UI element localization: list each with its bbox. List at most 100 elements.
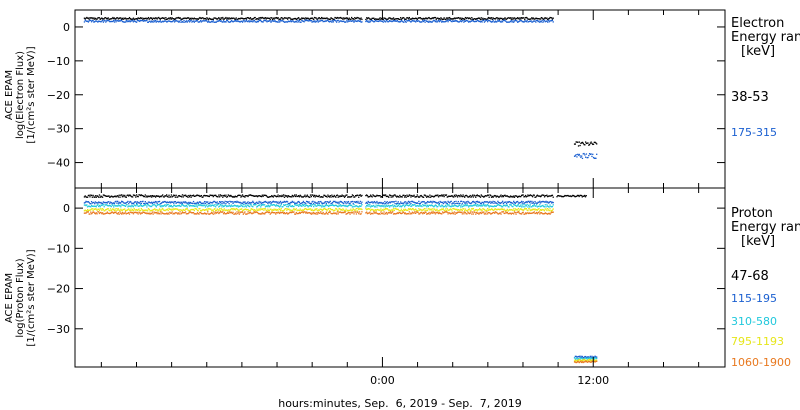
data-point — [390, 20, 392, 22]
y-tick-label: 0 — [63, 202, 70, 215]
data-point — [577, 145, 580, 147]
data-point — [123, 202, 125, 204]
data-point — [134, 211, 136, 214]
data-point — [367, 212, 369, 214]
data-point — [436, 212, 438, 214]
data-point — [524, 17, 527, 19]
data-point — [215, 201, 217, 204]
data-point — [90, 206, 92, 208]
data-point — [267, 208, 269, 210]
data-point — [403, 18, 406, 20]
data-point — [167, 204, 169, 206]
data-point — [172, 195, 174, 197]
data-point — [326, 212, 328, 215]
data-point — [339, 207, 341, 210]
data-point — [521, 202, 524, 204]
data-point — [249, 21, 251, 23]
data-point — [414, 209, 416, 211]
data-point — [139, 19, 142, 22]
data-point — [534, 18, 536, 20]
data-point — [526, 195, 528, 198]
data-point — [335, 17, 338, 20]
data-point — [173, 208, 176, 210]
data-point — [471, 205, 474, 207]
data-point — [286, 200, 288, 203]
data-point — [483, 21, 486, 23]
data-point — [439, 200, 441, 203]
data-point — [551, 194, 554, 196]
data-point — [571, 195, 573, 197]
data-point — [222, 16, 224, 19]
data-point — [486, 194, 489, 196]
data-point — [279, 205, 282, 207]
data-point — [129, 21, 131, 23]
data-point — [252, 208, 254, 211]
data-point — [469, 212, 471, 214]
data-point — [132, 206, 135, 208]
data-point — [538, 205, 540, 208]
data-point — [545, 206, 547, 208]
data-point — [246, 20, 248, 23]
data-point — [579, 194, 581, 197]
data-point — [120, 19, 122, 21]
data-point — [165, 195, 167, 197]
data-point — [380, 20, 382, 22]
data-point — [427, 201, 429, 203]
data-point — [354, 20, 356, 22]
data-point — [292, 209, 294, 211]
data-point — [581, 155, 583, 157]
data-point — [426, 209, 429, 212]
data-point — [247, 211, 249, 213]
data-point — [494, 21, 496, 23]
data-point — [494, 18, 497, 20]
data-point — [230, 211, 232, 214]
data-point — [109, 205, 112, 207]
data-point — [392, 209, 394, 212]
data-point — [270, 202, 272, 205]
data-point — [347, 200, 350, 203]
data-point — [310, 209, 312, 212]
data-point — [84, 212, 86, 214]
proton-ylabel-line-3: [1/(cm²s ster MeV)] — [26, 249, 37, 346]
data-point — [190, 196, 192, 198]
data-point — [304, 18, 306, 20]
data-point — [282, 210, 284, 212]
data-point — [104, 195, 106, 197]
data-point — [373, 18, 376, 21]
data-point — [267, 205, 269, 208]
data-point — [252, 18, 255, 20]
data-point — [481, 209, 483, 212]
data-point — [192, 208, 195, 211]
data-point — [460, 200, 462, 203]
data-point — [320, 204, 322, 207]
data-point — [290, 18, 292, 20]
data-point — [541, 19, 543, 22]
data-point — [275, 195, 277, 197]
data-point — [574, 355, 577, 358]
data-point — [116, 212, 118, 215]
data-point — [414, 211, 416, 213]
data-point — [162, 205, 164, 207]
data-point — [583, 358, 585, 360]
data-point — [305, 195, 308, 197]
data-point — [94, 17, 97, 20]
data-point — [133, 201, 135, 204]
data-point — [179, 205, 181, 207]
data-point — [101, 212, 103, 215]
data-point — [304, 207, 306, 210]
data-point — [88, 205, 90, 207]
data-point — [262, 21, 264, 23]
data-point — [121, 200, 124, 203]
data-point — [141, 201, 143, 203]
data-point — [102, 21, 105, 23]
data-point — [231, 205, 233, 207]
data-point — [147, 210, 149, 212]
data-point — [449, 19, 452, 22]
data-point — [504, 209, 506, 212]
data-point — [308, 212, 310, 214]
data-point — [174, 212, 176, 214]
data-point — [346, 213, 348, 215]
data-point — [509, 208, 511, 211]
data-point — [183, 19, 185, 22]
data-point — [352, 208, 354, 210]
